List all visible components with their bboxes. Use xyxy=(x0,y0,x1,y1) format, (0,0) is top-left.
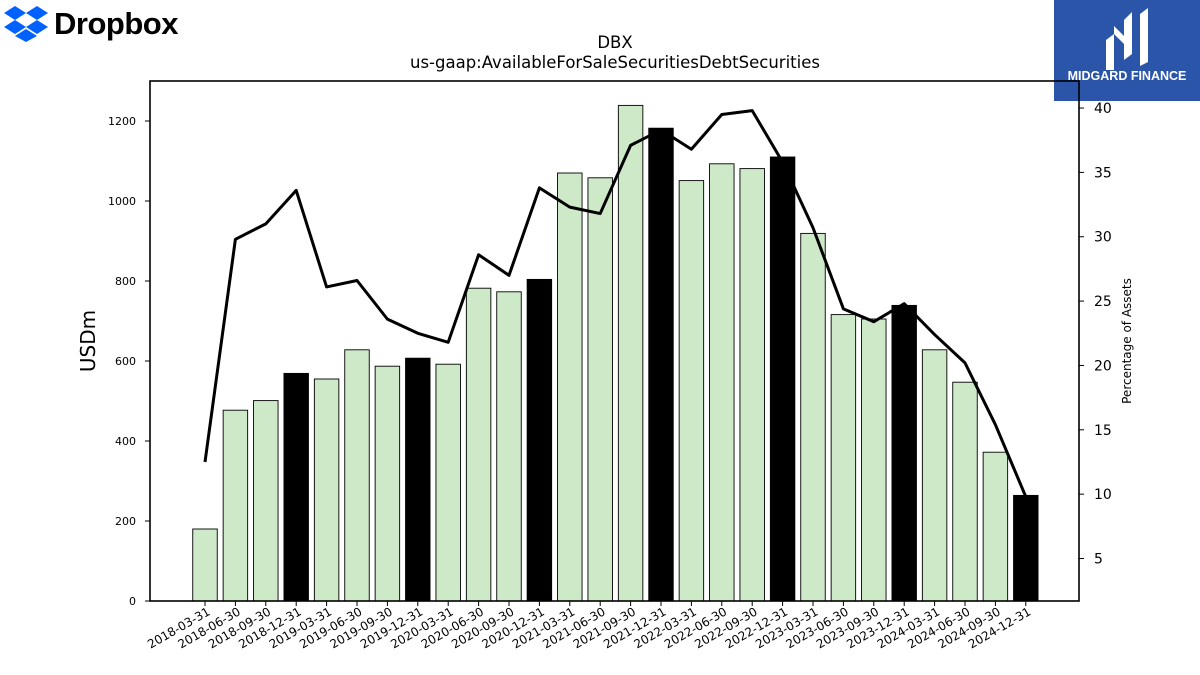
y-tick-label: 0 xyxy=(129,595,136,608)
y-right-tick-label: 40 xyxy=(1094,101,1112,117)
bar xyxy=(253,400,279,602)
bar xyxy=(587,177,613,602)
chart-subtitle: us-gaap:AvailableForSaleSecuritiesDebtSe… xyxy=(410,53,820,72)
bar xyxy=(891,304,917,602)
bar xyxy=(861,318,887,602)
bar xyxy=(496,291,522,602)
bar xyxy=(952,381,978,602)
y-axis-right-label: Percentage of Assets xyxy=(1120,278,1134,404)
y-right-tick-label: 25 xyxy=(1094,294,1112,310)
bar xyxy=(313,378,340,602)
bar xyxy=(374,365,401,602)
y-tick-label: 400 xyxy=(115,435,136,448)
bar xyxy=(769,156,796,602)
midgard-brand-text: MIDGARD FINANCE xyxy=(1067,69,1187,83)
bar xyxy=(678,180,705,602)
bar xyxy=(283,372,309,602)
y-right-tick-label: 30 xyxy=(1094,230,1112,246)
bar xyxy=(1013,494,1039,602)
y-tick-label: 1000 xyxy=(108,195,136,208)
midgard-finance-logo: MIDGARD FINANCE xyxy=(1054,0,1200,101)
bar xyxy=(435,363,461,602)
left-axis: 0 200 400 600 800 1000 1200 xyxy=(108,115,150,608)
midgard-m-icon xyxy=(1106,8,1148,70)
y-tick-label: 1200 xyxy=(108,115,136,128)
dropbox-wordmark: Dropbox xyxy=(54,6,178,41)
bar xyxy=(405,357,431,602)
y-tick-label: 800 xyxy=(115,275,136,288)
right-axis: 5 10 15 20 25 30 35 40 xyxy=(1079,101,1112,568)
bar xyxy=(830,314,857,602)
bar xyxy=(648,127,674,602)
chart-title: DBX xyxy=(597,33,632,52)
bar xyxy=(921,349,948,602)
bar-group xyxy=(192,104,1039,602)
plot-frame xyxy=(149,80,1080,602)
bar xyxy=(465,287,492,602)
bar xyxy=(617,104,644,602)
bar xyxy=(800,232,826,602)
percentage-line xyxy=(203,109,1028,498)
y-right-tick-label: 35 xyxy=(1094,165,1112,181)
dropbox-icon xyxy=(4,6,48,42)
y-right-tick-label: 10 xyxy=(1094,487,1112,503)
bar xyxy=(192,528,218,602)
bar xyxy=(557,172,583,602)
dropbox-logo: Dropbox xyxy=(4,4,178,44)
bar xyxy=(526,278,553,602)
y-right-tick-label: 20 xyxy=(1094,358,1112,374)
x-axis: 2018-03-312018-06-302018-09-302018-12-31… xyxy=(145,601,1033,651)
y-right-tick-label: 5 xyxy=(1094,552,1103,568)
y-right-tick-label: 15 xyxy=(1094,423,1112,439)
bar xyxy=(982,451,1009,602)
line-group xyxy=(203,109,1028,498)
bar xyxy=(344,349,370,602)
bar xyxy=(222,409,249,602)
bar xyxy=(739,168,765,602)
y-axis-label: USDm xyxy=(76,310,100,372)
y-tick-label: 600 xyxy=(115,355,136,368)
y-tick-label: 200 xyxy=(115,515,136,528)
bar xyxy=(709,163,735,602)
